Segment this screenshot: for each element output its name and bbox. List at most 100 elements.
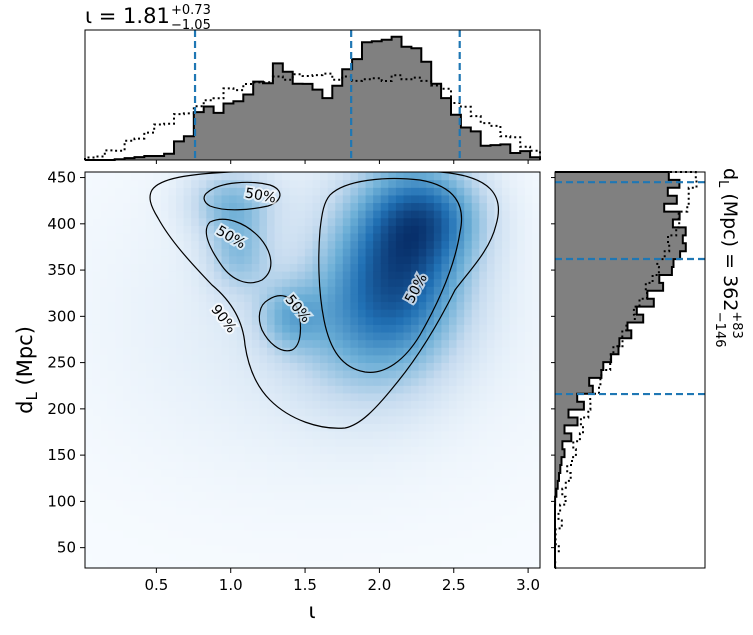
heatmap-cell — [191, 430, 200, 440]
heatmap-cell — [191, 354, 200, 363]
heatmap-cell — [395, 172, 405, 181]
heatmap-cell — [327, 194, 336, 204]
heatmap-cell — [395, 514, 405, 523]
heatmap-cell — [335, 362, 344, 371]
heatmap-cell — [92, 324, 101, 333]
heatmap-cell — [183, 331, 192, 341]
heatmap-cell — [358, 248, 367, 257]
heatmap-cell — [342, 339, 352, 348]
heatmap-cell — [380, 255, 389, 264]
heatmap-cell — [380, 240, 389, 249]
heatmap-cell — [456, 255, 465, 264]
heatmap-cell — [358, 469, 367, 478]
heatmap-cell — [524, 232, 534, 242]
heatmap-cell — [176, 522, 185, 531]
heatmap-cell — [426, 514, 435, 523]
heatmap-cell — [206, 301, 215, 310]
heatmap-cell — [517, 476, 526, 485]
heatmap-cell — [122, 415, 132, 424]
heatmap-cell — [517, 331, 526, 341]
heatmap-cell — [464, 552, 473, 561]
heatmap-cell — [471, 507, 480, 516]
heatmap-cell — [517, 408, 526, 417]
right-quantile-lines — [555, 181, 705, 396]
heatmap-cell — [191, 210, 200, 219]
heatmap-cell — [335, 301, 344, 310]
heatmap-cell — [365, 362, 374, 371]
heatmap-cell — [342, 507, 352, 516]
heatmap-cell — [335, 225, 344, 234]
heatmap-cell — [494, 248, 503, 257]
heatmap-cell — [395, 293, 405, 303]
heatmap-cell — [206, 316, 215, 325]
heatmap-cell — [176, 248, 185, 257]
heatmap-cell — [176, 331, 185, 341]
heatmap-cell — [168, 529, 177, 539]
heatmap-cell — [365, 560, 374, 568]
heatmap-cell — [327, 354, 336, 363]
heatmap-cell — [358, 339, 367, 348]
heatmap-cell — [282, 385, 291, 394]
heatmap-cell — [373, 476, 382, 485]
x-axis-label: ι — [308, 599, 315, 623]
heatmap-cell — [206, 545, 215, 554]
heatmap-cell — [198, 408, 207, 417]
heatmap-cell — [327, 255, 336, 264]
heatmap-cell — [320, 278, 329, 287]
heatmap-cell — [456, 469, 465, 478]
heatmap-cell — [312, 522, 321, 531]
heatmap-cell — [342, 408, 352, 417]
heatmap-cell — [494, 362, 503, 371]
heatmap-cell — [426, 461, 435, 470]
heatmap-cell — [365, 491, 374, 501]
heatmap-cell — [380, 271, 389, 280]
right-prior-step — [554, 171, 698, 569]
heatmap-cell — [153, 529, 162, 539]
heatmap-cell — [138, 331, 147, 341]
heatmap-cell — [479, 309, 488, 318]
heatmap-cell — [191, 286, 200, 295]
heatmap-cell — [449, 469, 458, 478]
heatmap-cell — [122, 484, 132, 493]
heatmap-cell — [403, 537, 412, 546]
heatmap-cell — [456, 248, 465, 257]
heatmap-cell — [517, 453, 526, 462]
heatmap-cell — [198, 179, 207, 188]
heatmap-cell — [282, 400, 291, 409]
heatmap-cell — [236, 278, 245, 287]
heatmap-cell — [304, 217, 314, 226]
heatmap-cell — [92, 232, 101, 242]
heatmap-cell — [85, 370, 94, 379]
heatmap-cell — [380, 194, 389, 204]
heatmap-cell — [358, 453, 367, 462]
heatmap-cell — [373, 316, 382, 325]
heatmap-cell — [411, 446, 420, 455]
heatmap-cell — [191, 469, 200, 478]
heatmap-cell — [509, 537, 518, 546]
heatmap-cell — [229, 552, 238, 561]
heatmap-cell — [198, 301, 207, 310]
heatmap-cell — [168, 339, 177, 348]
heatmap-cell — [502, 210, 511, 219]
heatmap-cell — [236, 347, 245, 356]
heatmap-cell — [85, 255, 94, 264]
heatmap-cell — [122, 453, 132, 462]
heatmap-cell — [471, 217, 480, 226]
heatmap-cell — [403, 301, 412, 310]
heatmap-cell — [244, 423, 253, 432]
heatmap-cell — [464, 301, 473, 310]
heatmap-cell — [426, 385, 435, 394]
heatmap-cell — [312, 293, 321, 303]
heatmap-cell — [403, 415, 412, 424]
heatmap-cell — [107, 339, 116, 348]
heatmap-cell — [236, 400, 245, 409]
heatmap-cell — [502, 476, 511, 485]
heatmap-cell — [130, 507, 139, 516]
heatmap-cell — [221, 529, 230, 539]
heatmap-cell — [160, 385, 170, 394]
heatmap-cell — [358, 430, 367, 440]
heatmap-cell — [282, 491, 291, 501]
heatmap-cell — [221, 202, 230, 211]
heatmap-cell — [418, 537, 427, 546]
